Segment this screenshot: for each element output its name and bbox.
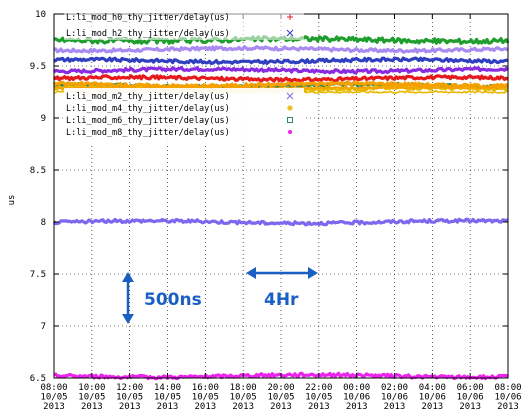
y-tick-label: 7: [41, 322, 46, 332]
x-tick-label-date: 10/05: [154, 393, 181, 403]
x-tick-label-date: 10/06: [419, 393, 446, 403]
x-tick-label-time: 08:00: [40, 383, 67, 393]
y-tick-label: 8.5: [30, 166, 46, 176]
x-tick-label-time: 08:00: [494, 383, 521, 393]
series-line: [52, 65, 510, 75]
x-tick-label-time: 20:00: [267, 383, 294, 393]
legend-label: L:li_mod_h2_thy_jitter/delay(us): [66, 29, 230, 39]
x-tick-label-date: 10/05: [267, 393, 294, 403]
legend-marker-plus: [287, 14, 293, 20]
series-line: [53, 45, 509, 54]
legend-marker-x: [286, 92, 294, 100]
tick-layer: 6.577.588.599.51008:0010/05201310:0010/0…: [30, 10, 522, 412]
x-tick-label-year: 2013: [384, 402, 406, 412]
legend: L:li_mod_h0_thy_jitter/delay(us) L:li_mod…: [64, 10, 304, 146]
y-tick-label: 6.5: [30, 374, 46, 384]
x-tick-label-date: 10/05: [40, 393, 67, 403]
x-tick-label-year: 2013: [421, 402, 443, 412]
x-tick-label-time: 10:00: [78, 383, 105, 393]
series-line: [52, 74, 509, 83]
legend-label: L:li_mod_m6_thy_jitter/delay(us): [66, 116, 230, 126]
annotation-arrowhead-down: [122, 314, 134, 324]
annotation-arrowhead-left: [246, 267, 256, 279]
x-tick-label-date: 10/06: [381, 393, 408, 403]
annotation-layer: 500ns 4Hr: [122, 267, 318, 324]
x-tick-label-time: 12:00: [116, 383, 143, 393]
series-L:li_mod_m0_thy_jitter/delay(us): [52, 65, 510, 75]
series-line-spread: [53, 85, 509, 91]
legend-marker-star: [287, 105, 293, 111]
x-tick-label-date: 10/05: [116, 393, 143, 403]
legend-background: [64, 88, 304, 146]
x-tick-label-date: 10/06: [343, 393, 370, 403]
x-tick-label-time: 14:00: [154, 383, 181, 393]
x-tick-label-date: 10/05: [305, 393, 332, 403]
y-tick-label: 7.5: [30, 270, 46, 280]
x-tick-label-date: 10/06: [494, 393, 521, 403]
x-tick-label-date: 10/05: [78, 393, 105, 403]
series-L:li_mod_m2_thy_jitter/delay(us): [52, 217, 509, 227]
annotation-arrowhead-up: [122, 272, 134, 282]
series-L:li_mod_h4_thy_jitter/delay(us): [52, 80, 509, 91]
x-tick-label-year: 2013: [270, 402, 292, 412]
y-tick-label: 8: [41, 218, 46, 228]
x-tick-label-time: 00:00: [343, 383, 370, 393]
y-tick-label: 10: [35, 10, 46, 20]
x-tick-label-year: 2013: [43, 402, 65, 412]
x-tick-label-year: 2013: [497, 402, 519, 412]
series-L:li_mod_h0_thy_jitter/delay(us): [52, 74, 509, 83]
x-tick-label-time: 06:00: [457, 383, 484, 393]
series-line: [52, 217, 509, 227]
x-tick-label-date: 10/06: [457, 393, 484, 403]
x-tick-label-year: 2013: [308, 402, 330, 412]
y-tick-label: 9.5: [30, 62, 46, 72]
legend-background-top: [64, 10, 304, 40]
annotation-arrowhead-right: [308, 267, 318, 279]
y-tick-label: 9: [41, 114, 46, 124]
series-line: [53, 56, 509, 65]
legend-marker-dot: [288, 130, 292, 134]
y-axis-label: us: [7, 195, 17, 206]
legend-label: L:li_mod_m2_thy_jitter/delay(us): [66, 92, 230, 102]
x-tick-label-year: 2013: [157, 402, 179, 412]
x-tick-label-year: 2013: [194, 402, 216, 412]
x-tick-label-year: 2013: [346, 402, 368, 412]
x-tick-label-date: 10/05: [230, 393, 257, 403]
x-tick-label-time: 18:00: [230, 383, 257, 393]
legend-label: L:li_mod_h0_thy_jitter/delay(us): [66, 13, 230, 23]
legend-label: L:li_mod_m8_thy_jitter/delay(us): [66, 128, 230, 138]
legend-marker-x: [286, 29, 294, 37]
x-tick-label-year: 2013: [81, 402, 103, 412]
x-tick-label-time: 04:00: [419, 383, 446, 393]
annotation-4hr-label: 4Hr: [264, 290, 299, 310]
series-L:li_mod_h8_thy_jitter/delay(us): [53, 45, 509, 54]
x-tick-label-year: 2013: [459, 402, 481, 412]
series-L:li_mod_h2_thy_jitter/delay(us): [53, 56, 509, 65]
x-tick-label-year: 2013: [232, 402, 254, 412]
series-line: [52, 80, 508, 90]
x-tick-label-time: 16:00: [192, 383, 219, 393]
legend-label: L:li_mod_m4_thy_jitter/delay(us): [66, 104, 230, 114]
x-tick-label-year: 2013: [119, 402, 141, 412]
x-tick-label-time: 22:00: [305, 383, 332, 393]
annotation-500ns-label: 500ns: [144, 290, 202, 310]
x-tick-label-time: 02:00: [381, 383, 408, 393]
x-tick-label-date: 10/05: [192, 393, 219, 403]
legend-marker-square: [287, 117, 293, 123]
